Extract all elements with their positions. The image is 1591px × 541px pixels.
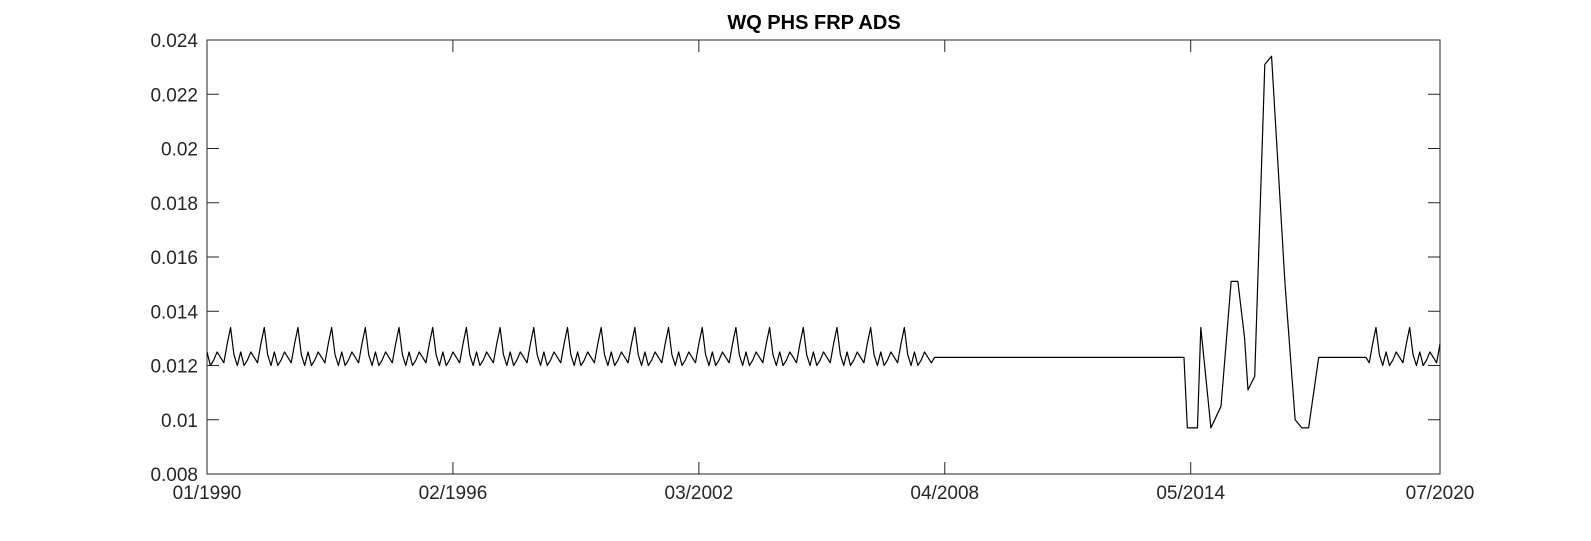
x-tick-label: 01/1990	[173, 483, 242, 504]
plot-area	[206, 39, 1441, 475]
y-tick-label: 0.016	[150, 248, 198, 269]
series-line	[206, 55, 1441, 429]
x-axis: 01/1990 02/1996 03/2002 04/2008 05/2014 07/20…	[173, 40, 1475, 504]
y-tick-label: 0.022	[150, 85, 198, 106]
y-tick-label: 0.008	[150, 465, 198, 486]
x-tick-label: 04/2008	[910, 483, 979, 504]
x-tick-label: 03/2002	[665, 483, 734, 504]
x-tick-label: 07/2020	[1406, 483, 1475, 504]
x-tick-label: 02/1996	[419, 483, 488, 504]
x-tick-label: 05/2014	[1156, 483, 1225, 504]
y-tick-label: 0.018	[150, 194, 198, 215]
chart-title: WQ PHS FRP ADS	[727, 12, 900, 34]
y-tick-label: 0.012	[150, 357, 198, 378]
y-tick-label: 0.02	[161, 140, 198, 161]
y-tick-label: 0.024	[150, 31, 198, 52]
y-tick-label: 0.01	[161, 411, 198, 432]
y-tick-label: 0.014	[150, 302, 198, 323]
y-axis: 0.008 0.01 0.012 0.014 0.016 0.018 0.02 0.022 0.…	[150, 31, 1440, 486]
series-layer	[206, 55, 1441, 429]
